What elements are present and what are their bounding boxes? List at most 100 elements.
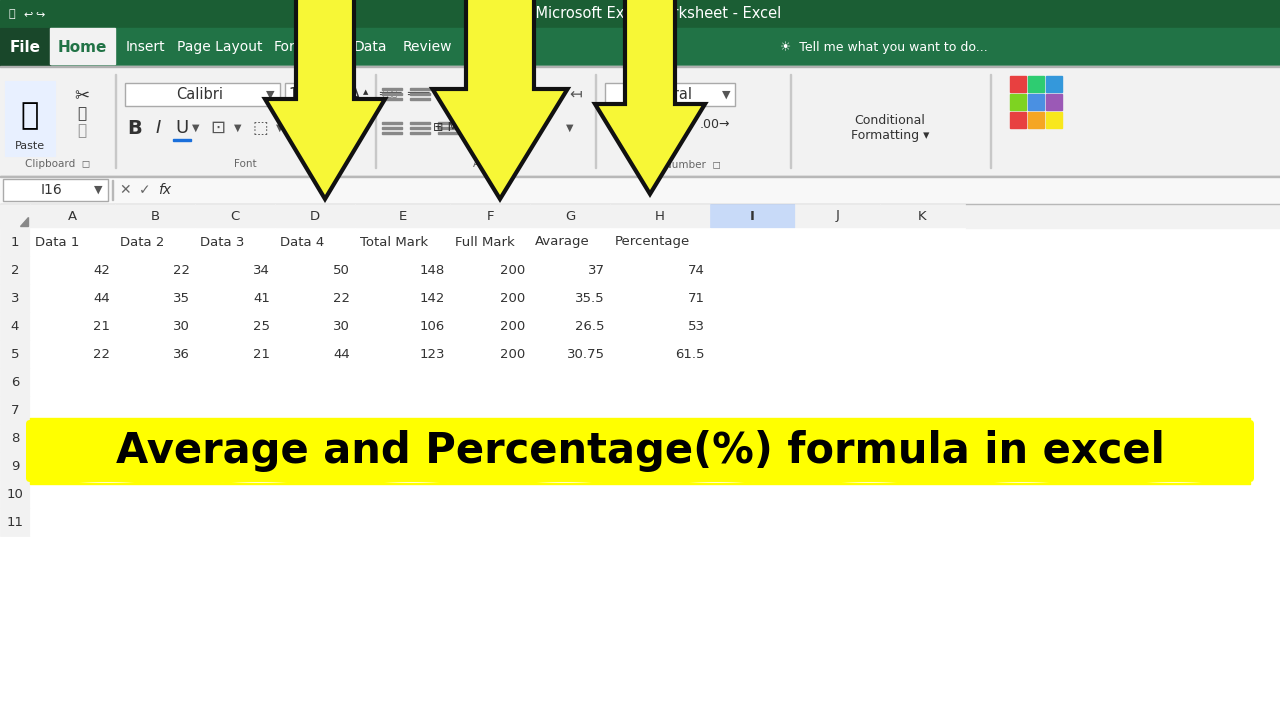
Bar (1028, 94, 1044, 110)
Bar (0, 204, 1280, 228)
Bar (410, 132, 430, 134)
Text: Data 4: Data 4 (280, 235, 324, 248)
Bar (451, 452, 530, 480)
Text: Data: Data (353, 40, 387, 54)
Bar (195, 284, 275, 312)
Bar (795, 256, 881, 284)
Text: 34: 34 (253, 264, 270, 276)
Bar (195, 256, 275, 284)
Text: ▲: ▲ (364, 89, 369, 95)
Bar (710, 396, 795, 424)
Text: Formatting ▾: Formatting ▾ (851, 130, 929, 143)
Text: 6: 6 (10, 376, 19, 389)
Bar (795, 480, 881, 508)
Text: B: B (128, 119, 142, 138)
Text: ↤: ↤ (570, 86, 582, 102)
Text: 142: 142 (420, 292, 445, 305)
Text: ✕: ✕ (119, 183, 131, 197)
Text: Calibri: Calibri (177, 87, 224, 102)
Bar (195, 396, 275, 424)
Text: ↩: ↩ (23, 9, 33, 19)
Text: 10: 10 (6, 487, 23, 500)
Bar (881, 228, 965, 256)
Text: ↪: ↪ (36, 9, 45, 19)
Text: ▼: ▼ (234, 123, 242, 133)
Text: 42: 42 (93, 264, 110, 276)
Text: ═══: ═══ (435, 88, 457, 101)
Text: 123: 123 (420, 348, 445, 361)
Bar (795, 424, 881, 452)
Text: 200: 200 (499, 348, 525, 361)
Bar (530, 228, 611, 256)
Bar (355, 480, 451, 508)
Bar (451, 424, 530, 452)
Text: Percentage: Percentage (614, 235, 690, 248)
Bar (795, 508, 881, 536)
Text: 25: 25 (253, 320, 270, 333)
Bar (611, 508, 710, 536)
Bar (1028, 112, 1044, 128)
Bar (1010, 76, 1027, 92)
Bar (451, 396, 530, 424)
Text: 30.75: 30.75 (567, 348, 605, 361)
Bar (451, 508, 530, 536)
Bar (451, 228, 530, 256)
Bar (410, 122, 430, 124)
Bar (195, 312, 275, 340)
Text: 📃 Wrap Text: 📃 Wrap Text (443, 88, 517, 101)
Bar (50, 28, 115, 64)
Text: ⊡: ⊡ (210, 119, 225, 137)
Bar (115, 368, 195, 396)
Bar (0, 176, 1280, 204)
Bar (881, 480, 965, 508)
Polygon shape (433, 0, 567, 199)
Bar (115, 396, 195, 424)
Bar (355, 228, 451, 256)
Text: 200: 200 (499, 264, 525, 276)
Text: ▼: ▼ (722, 89, 731, 99)
Bar (115, 312, 195, 340)
Bar (710, 452, 795, 480)
Bar (355, 368, 451, 396)
Text: Average and Percentage(%) formula in excel: Average and Percentage(%) formula in exc… (115, 430, 1165, 472)
Text: 50: 50 (333, 264, 349, 276)
Bar (275, 228, 355, 256)
Bar (795, 368, 881, 396)
Bar (881, 368, 965, 396)
Text: 📋: 📋 (20, 102, 40, 130)
Text: Total Mark: Total Mark (360, 235, 428, 248)
Bar (795, 284, 881, 312)
Text: I: I (750, 210, 755, 222)
Bar (410, 92, 430, 95)
Text: B: B (151, 210, 160, 222)
Bar (275, 204, 355, 228)
Text: ▼: ▼ (266, 89, 274, 99)
Bar (195, 508, 275, 536)
Bar (530, 368, 611, 396)
Text: 8: 8 (10, 431, 19, 444)
Text: 44: 44 (333, 348, 349, 361)
Text: 106: 106 (420, 320, 445, 333)
Bar (611, 368, 710, 396)
Text: 2: 2 (10, 264, 19, 276)
Text: 200: 200 (499, 292, 525, 305)
Bar (115, 256, 195, 284)
Bar (451, 480, 530, 508)
FancyBboxPatch shape (605, 83, 735, 106)
Text: Paste: Paste (15, 141, 45, 151)
Text: 🖫: 🖫 (9, 9, 15, 19)
Bar (530, 452, 611, 480)
Bar (438, 97, 458, 100)
Text: ▼: ▼ (93, 185, 102, 195)
Bar (115, 452, 195, 480)
Text: ↵: ↵ (518, 86, 531, 102)
Bar (710, 256, 795, 284)
Text: A: A (325, 85, 340, 105)
Bar (438, 127, 458, 129)
Bar (275, 452, 355, 480)
Text: 37: 37 (588, 264, 605, 276)
Bar (1028, 76, 1044, 92)
Text: 5: 5 (10, 348, 19, 361)
Bar (275, 424, 355, 452)
Bar (881, 508, 965, 536)
